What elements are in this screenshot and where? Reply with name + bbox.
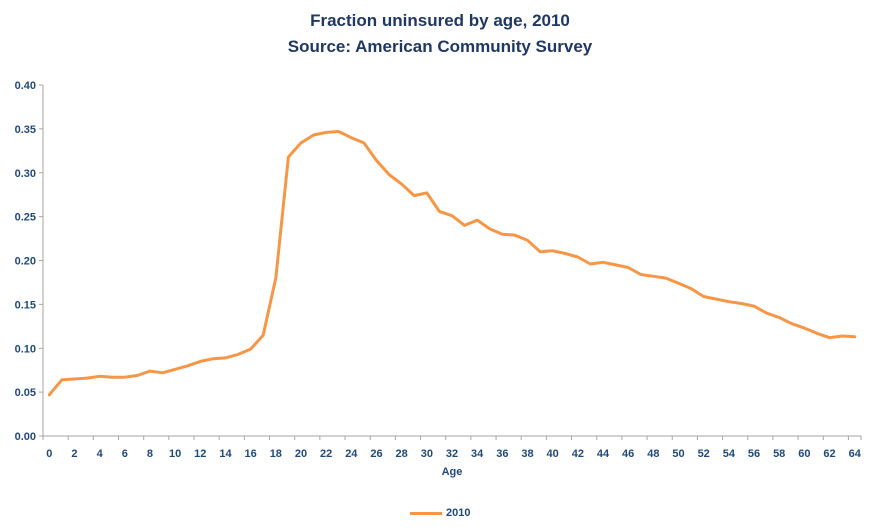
- x-tick-label: 50: [672, 448, 684, 460]
- x-tick-label: 24: [345, 448, 358, 460]
- x-tick-label: 56: [748, 448, 760, 460]
- x-tick-label: 60: [798, 448, 810, 460]
- x-tick-label: 62: [823, 448, 835, 460]
- legend[interactable]: 2010: [410, 505, 470, 521]
- y-tick-label: 0.40: [15, 80, 36, 92]
- x-axis-title: Age: [441, 466, 463, 478]
- x-tick-label: 14: [219, 448, 232, 460]
- x-tick-label: 12: [194, 448, 206, 460]
- x-tick-label: 64: [849, 448, 862, 460]
- chart-title-line2: Source: American Community Survey: [287, 37, 593, 56]
- x-tick-label: 0: [46, 448, 52, 460]
- x-tick-label: 40: [547, 448, 559, 460]
- y-tick-label: 0.35: [15, 124, 36, 136]
- x-tick-label: 6: [122, 448, 128, 460]
- x-tick-label: 58: [773, 448, 785, 460]
- x-tick-label: 8: [147, 448, 153, 460]
- x-tick-label: 2: [71, 448, 77, 460]
- x-tick-label: 26: [370, 448, 382, 460]
- x-tick-label: 4: [97, 448, 104, 460]
- y-tick-label: 0.15: [15, 299, 36, 311]
- x-tick-label: 28: [396, 448, 408, 460]
- x-tick-label: 18: [270, 448, 282, 460]
- x-tick-label: 16: [245, 448, 257, 460]
- y-tick-label: 0.25: [15, 212, 36, 224]
- x-tick-label: 30: [421, 448, 433, 460]
- x-tick-label: 54: [723, 448, 736, 460]
- series-line-2010: [47, 130, 857, 397]
- x-tick-label: 10: [169, 448, 181, 460]
- legend-label: 2010: [446, 507, 471, 519]
- x-tick-label: 42: [572, 448, 584, 460]
- chart-title-line1: Fraction uninsured by age, 2010: [310, 11, 570, 30]
- x-tick-label: 46: [622, 448, 634, 460]
- x-tick-label: 32: [446, 448, 458, 460]
- y-tick-label: 0.20: [15, 256, 36, 268]
- chart-title: Fraction uninsured by age, 2010 Source: …: [0, 8, 880, 60]
- x-tick-label: 34: [471, 448, 484, 460]
- y-tick-label: 0.30: [15, 168, 36, 180]
- x-tick-label: 36: [496, 448, 508, 460]
- x-tick-label: 20: [295, 448, 307, 460]
- legend-line-marker: [410, 511, 442, 515]
- x-tick-label: 48: [647, 448, 659, 460]
- x-tick-label: 44: [597, 448, 610, 460]
- y-tick-label: 0.00: [15, 431, 36, 443]
- y-tick-label: 0.05: [15, 387, 36, 399]
- x-tick-label: 52: [698, 448, 710, 460]
- x-tick-label: 22: [320, 448, 332, 460]
- y-tick-label: 0.10: [15, 343, 36, 355]
- x-tick-label: 38: [521, 448, 533, 460]
